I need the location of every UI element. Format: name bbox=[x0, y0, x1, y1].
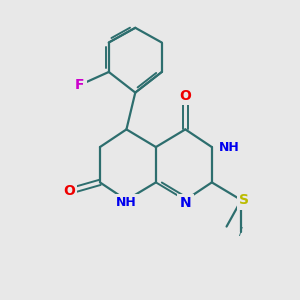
Text: /: / bbox=[239, 227, 243, 237]
Text: NH: NH bbox=[116, 196, 137, 209]
Text: N: N bbox=[179, 196, 191, 210]
Text: O: O bbox=[179, 88, 191, 103]
Text: S: S bbox=[239, 193, 249, 207]
Text: F: F bbox=[75, 78, 84, 92]
Text: O: O bbox=[63, 184, 75, 198]
Text: NH: NH bbox=[219, 141, 240, 154]
